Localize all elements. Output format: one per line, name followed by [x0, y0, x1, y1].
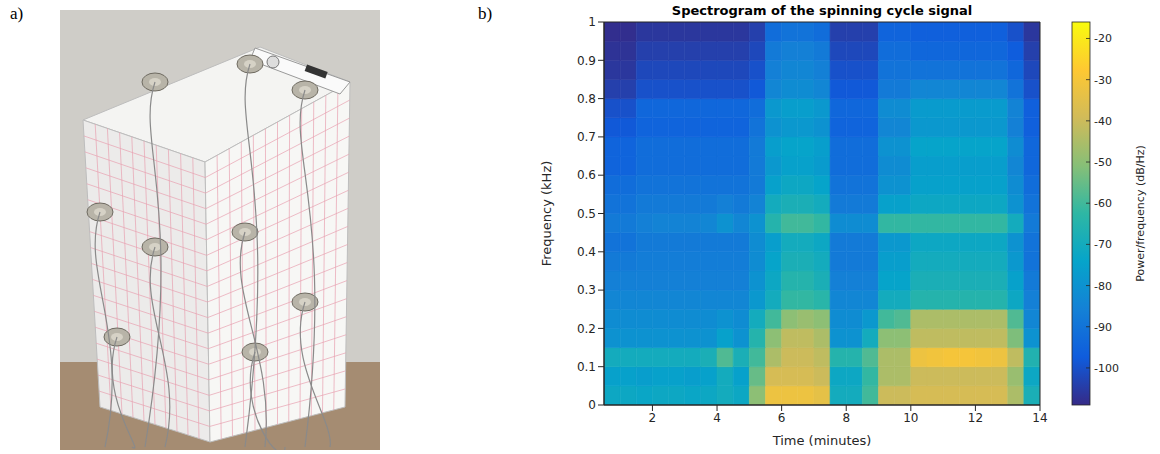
svg-text:14: 14 [1032, 411, 1047, 425]
svg-text:0.5: 0.5 [577, 207, 596, 221]
svg-text:8: 8 [842, 411, 850, 425]
svg-text:0.7: 0.7 [577, 130, 596, 144]
svg-text:-80: -80 [1094, 280, 1112, 293]
svg-text:1: 1 [588, 15, 596, 29]
svg-text:-30: -30 [1094, 74, 1112, 87]
svg-text:0.4: 0.4 [577, 245, 596, 259]
svg-text:10: 10 [903, 411, 918, 425]
svg-text:-60: -60 [1094, 197, 1112, 210]
svg-text:2: 2 [649, 411, 657, 425]
svg-text:12: 12 [968, 411, 983, 425]
html-text:b): b) [478, 4, 493, 23]
svg-text:Time (minutes): Time (minutes) [772, 433, 872, 448]
html-text:a): a) [10, 4, 24, 23]
svg-text:0.3: 0.3 [577, 283, 596, 297]
svg-text:-90: -90 [1094, 321, 1112, 334]
svg-text:0: 0 [588, 398, 596, 412]
svg-text:-70: -70 [1094, 238, 1112, 251]
svg-text:0.8: 0.8 [577, 92, 596, 106]
svg-text:0.6: 0.6 [577, 168, 596, 182]
svg-text:0.9: 0.9 [577, 54, 596, 68]
svg-text:-20: -20 [1094, 32, 1112, 45]
svg-text:-100: -100 [1094, 362, 1119, 375]
svg-text:-50: -50 [1094, 156, 1112, 169]
html-text:Spectrogram of the spinning cy: Spectrogram of the spinning cycle signal [671, 3, 973, 18]
svg-text:Frequency (kHz): Frequency (kHz) [539, 161, 554, 267]
svg-text:0.2: 0.2 [577, 322, 596, 336]
svg-text:Power/frequency (dB/Hz): Power/frequency (dB/Hz) [1134, 145, 1147, 282]
svg-text:0.1: 0.1 [577, 360, 596, 374]
svg-text:6: 6 [778, 411, 786, 425]
svg-text:4: 4 [713, 411, 721, 425]
svg-text:-40: -40 [1094, 115, 1112, 128]
